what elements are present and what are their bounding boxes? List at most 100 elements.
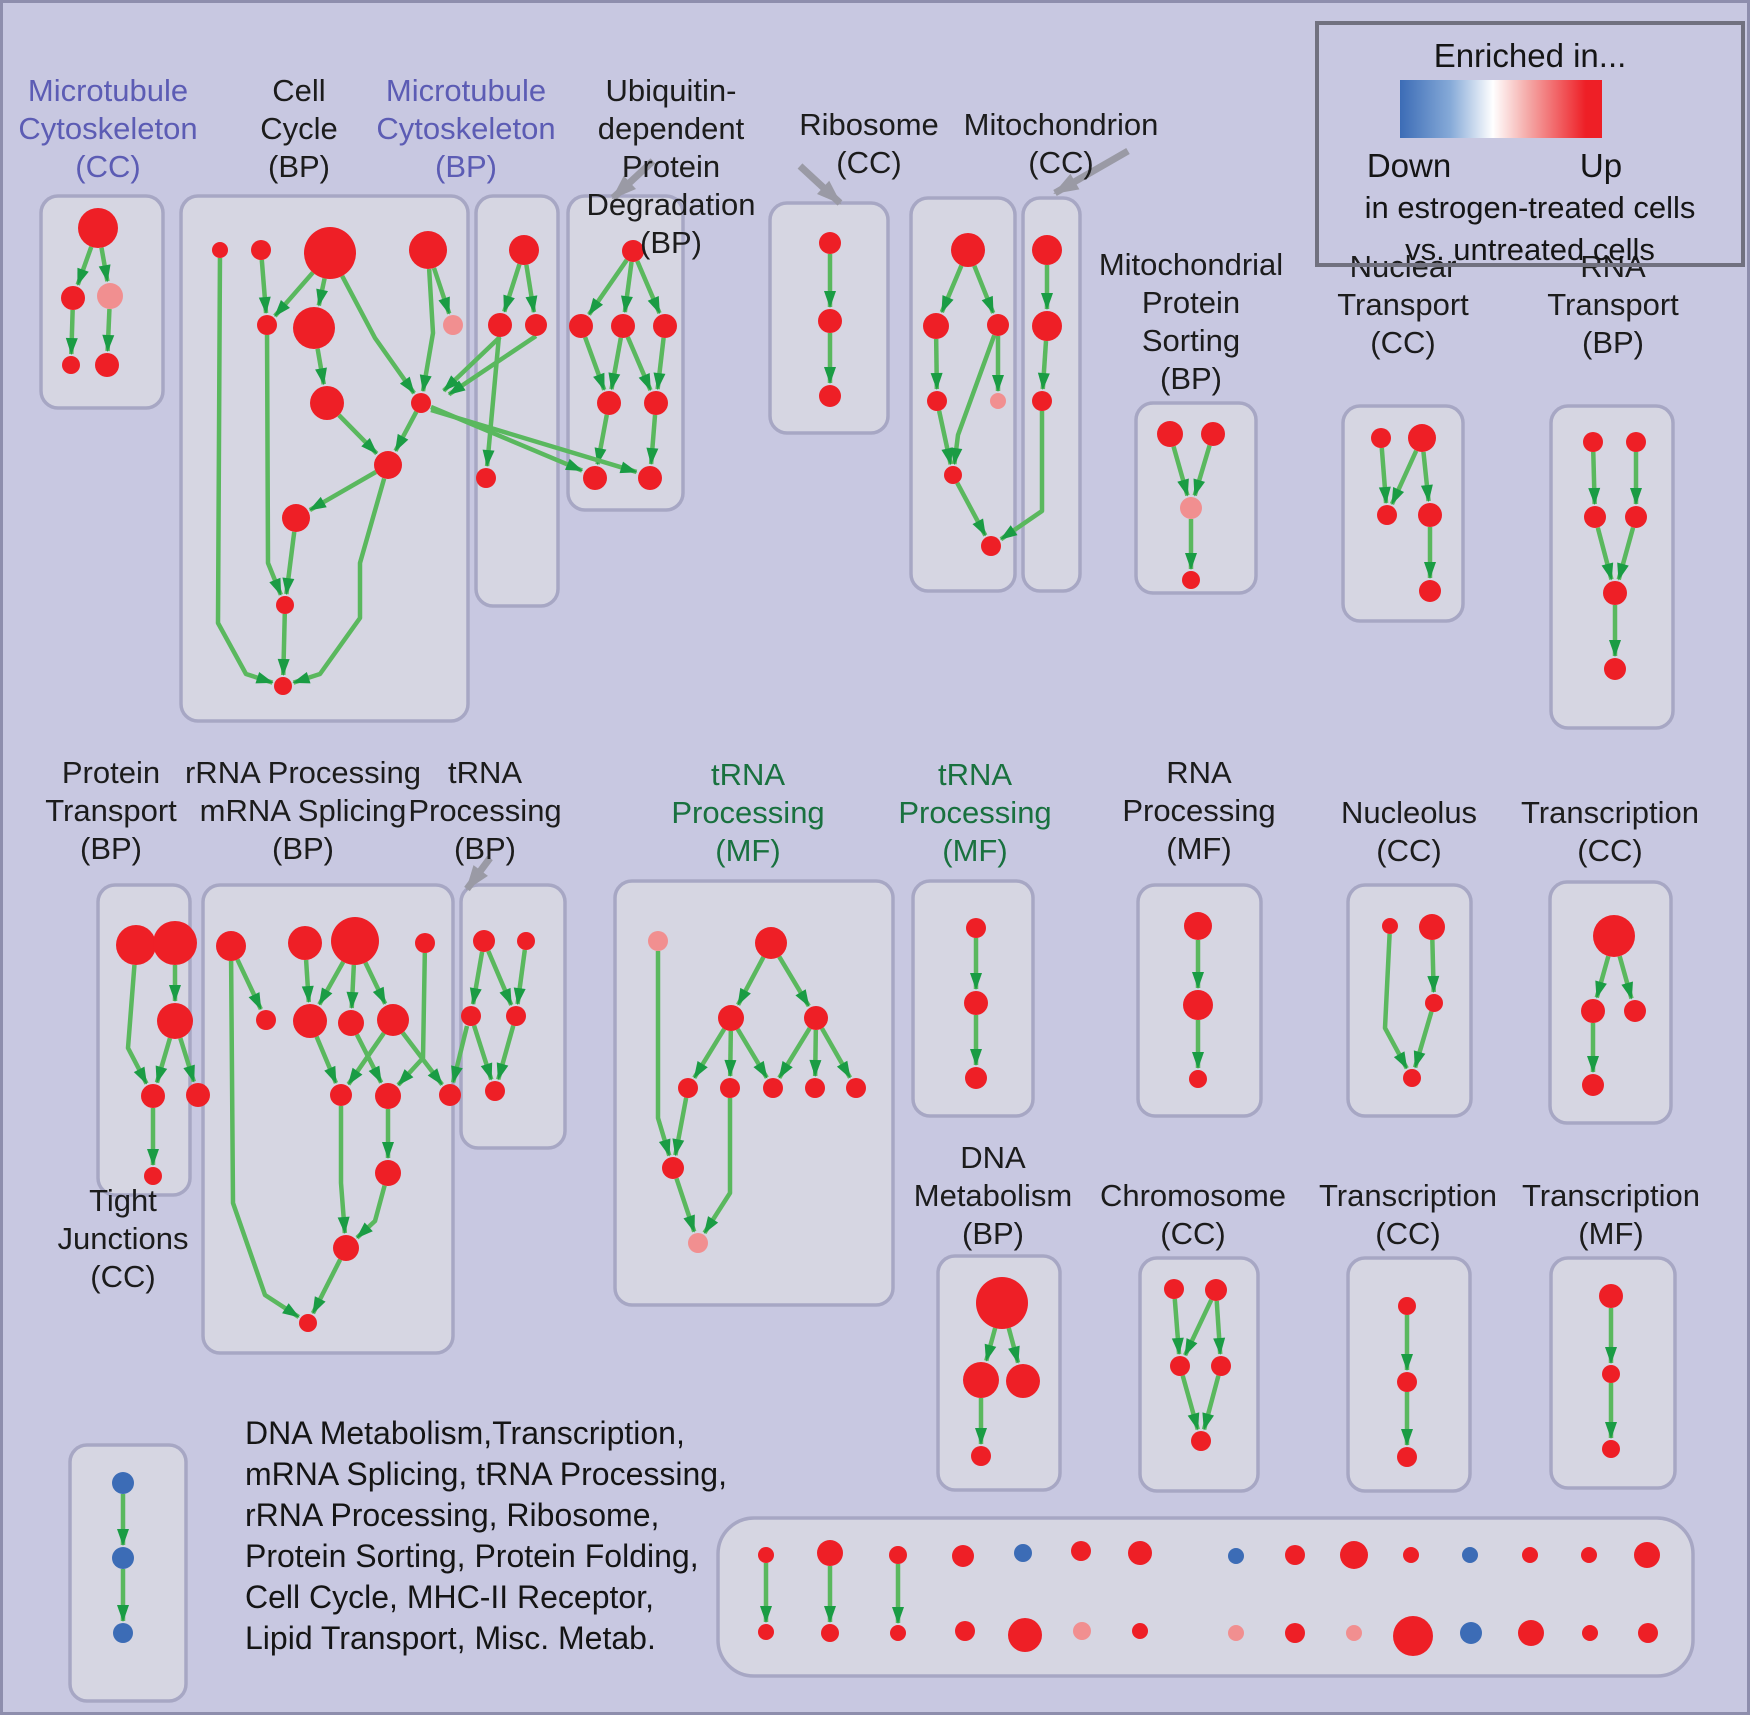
- go-term-node[interactable]: [157, 1003, 193, 1039]
- go-term-node[interactable]: [1604, 658, 1626, 680]
- go-term-node[interactable]: [944, 466, 962, 484]
- go-term-node[interactable]: [846, 1078, 866, 1098]
- go-term-node[interactable]: [476, 468, 496, 488]
- go-term-node[interactable]: [720, 1078, 740, 1098]
- go-term-node[interactable]: [653, 314, 677, 338]
- go-term-node[interactable]: [662, 1157, 684, 1179]
- go-term-node[interactable]: [1419, 580, 1441, 602]
- go-term-node[interactable]: [1603, 581, 1627, 605]
- go-term-node[interactable]: [923, 313, 949, 339]
- go-term-node[interactable]: [212, 242, 228, 258]
- go-term-node[interactable]: [1189, 1070, 1207, 1088]
- go-term-node[interactable]: [141, 1084, 165, 1108]
- go-term-node[interactable]: [1403, 1547, 1419, 1563]
- go-term-node[interactable]: [648, 931, 668, 951]
- go-term-node[interactable]: [1522, 1547, 1538, 1563]
- go-term-node[interactable]: [987, 314, 1009, 336]
- go-term-node[interactable]: [95, 353, 119, 377]
- go-term-node[interactable]: [374, 451, 402, 479]
- go-term-node[interactable]: [966, 918, 986, 938]
- go-term-node[interactable]: [299, 1314, 317, 1332]
- go-term-node[interactable]: [1377, 505, 1397, 525]
- go-term-node[interactable]: [293, 1004, 327, 1038]
- go-term-node[interactable]: [1624, 1000, 1646, 1022]
- go-term-node[interactable]: [1398, 1297, 1416, 1315]
- go-term-node[interactable]: [375, 1083, 401, 1109]
- go-term-node[interactable]: [1582, 1074, 1604, 1096]
- go-term-node[interactable]: [506, 1006, 526, 1026]
- go-term-node[interactable]: [274, 677, 292, 695]
- go-term-node[interactable]: [818, 309, 842, 333]
- go-term-node[interactable]: [97, 283, 123, 309]
- go-term-node[interactable]: [1599, 1284, 1623, 1308]
- go-term-node[interactable]: [1201, 422, 1225, 446]
- go-term-node[interactable]: [955, 1621, 975, 1641]
- go-term-node[interactable]: [112, 1472, 134, 1494]
- go-term-node[interactable]: [1460, 1622, 1482, 1644]
- go-term-node[interactable]: [821, 1624, 839, 1642]
- go-term-node[interactable]: [1228, 1625, 1244, 1641]
- go-term-node[interactable]: [1184, 912, 1212, 940]
- go-term-node[interactable]: [1182, 571, 1200, 589]
- go-term-node[interactable]: [282, 504, 310, 532]
- go-term-node[interactable]: [763, 1078, 783, 1098]
- go-term-node[interactable]: [1180, 497, 1202, 519]
- go-term-node[interactable]: [186, 1083, 210, 1107]
- go-term-node[interactable]: [638, 466, 662, 490]
- go-term-node[interactable]: [1157, 421, 1183, 447]
- go-term-node[interactable]: [817, 1540, 843, 1566]
- go-term-node[interactable]: [1170, 1356, 1190, 1376]
- go-term-node[interactable]: [1634, 1542, 1660, 1568]
- go-term-node[interactable]: [971, 1446, 991, 1466]
- go-term-node[interactable]: [1582, 1625, 1598, 1641]
- go-term-node[interactable]: [113, 1623, 133, 1643]
- go-term-node[interactable]: [1285, 1545, 1305, 1565]
- go-term-node[interactable]: [1032, 235, 1062, 265]
- go-term-node[interactable]: [758, 1624, 774, 1640]
- go-term-node[interactable]: [1602, 1365, 1620, 1383]
- go-term-node[interactable]: [1132, 1623, 1148, 1639]
- go-term-node[interactable]: [1228, 1548, 1244, 1564]
- go-term-node[interactable]: [644, 391, 668, 415]
- go-term-node[interactable]: [1371, 428, 1391, 448]
- go-term-node[interactable]: [1032, 391, 1052, 411]
- go-term-node[interactable]: [338, 1010, 364, 1036]
- go-term-node[interactable]: [990, 393, 1006, 409]
- go-term-node[interactable]: [758, 1547, 774, 1563]
- go-term-node[interactable]: [517, 932, 535, 950]
- go-term-node[interactable]: [409, 231, 447, 269]
- go-term-node[interactable]: [611, 314, 635, 338]
- go-term-node[interactable]: [1418, 503, 1442, 527]
- go-term-node[interactable]: [952, 1545, 974, 1567]
- go-term-node[interactable]: [257, 315, 277, 335]
- go-term-node[interactable]: [375, 1160, 401, 1186]
- go-term-node[interactable]: [1285, 1623, 1305, 1643]
- go-term-node[interactable]: [1462, 1547, 1478, 1563]
- go-term-node[interactable]: [819, 385, 841, 407]
- go-term-node[interactable]: [804, 1006, 828, 1030]
- go-term-node[interactable]: [251, 240, 271, 260]
- go-term-node[interactable]: [976, 1277, 1028, 1329]
- go-term-node[interactable]: [1625, 506, 1647, 528]
- go-term-node[interactable]: [1014, 1544, 1032, 1562]
- go-term-node[interactable]: [78, 208, 118, 248]
- go-term-node[interactable]: [1164, 1279, 1184, 1299]
- go-term-node[interactable]: [890, 1625, 906, 1641]
- go-term-node[interactable]: [415, 933, 435, 953]
- go-term-node[interactable]: [461, 1006, 481, 1026]
- go-term-node[interactable]: [61, 286, 85, 310]
- go-term-node[interactable]: [377, 1004, 409, 1036]
- go-term-node[interactable]: [1593, 915, 1635, 957]
- go-term-node[interactable]: [304, 227, 356, 279]
- go-term-node[interactable]: [1403, 1069, 1421, 1087]
- go-term-node[interactable]: [805, 1078, 825, 1098]
- go-term-node[interactable]: [153, 921, 197, 965]
- go-term-node[interactable]: [1211, 1356, 1231, 1376]
- go-term-node[interactable]: [509, 235, 539, 265]
- go-term-node[interactable]: [1183, 990, 1213, 1020]
- go-term-node[interactable]: [1581, 999, 1605, 1023]
- go-term-node[interactable]: [276, 596, 294, 614]
- go-term-node[interactable]: [1205, 1279, 1227, 1301]
- go-term-node[interactable]: [1073, 1622, 1091, 1640]
- go-term-node[interactable]: [488, 313, 512, 337]
